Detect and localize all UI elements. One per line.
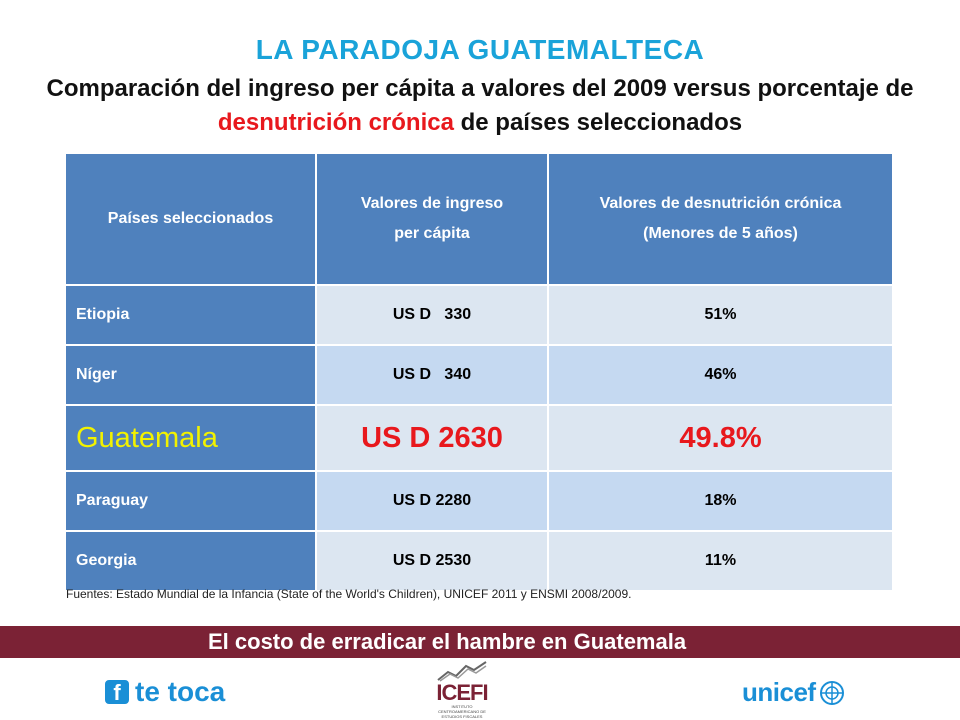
country-cell: Guatemala xyxy=(66,404,317,471)
banner-text: El costo de erradicar el hambre en Guate… xyxy=(208,629,687,654)
income-cell: US D 2630 xyxy=(316,404,549,471)
header-countries: Países seleccionados xyxy=(66,154,317,285)
header-income-line1: Valores de ingreso xyxy=(360,195,504,212)
unicef-globe-icon xyxy=(819,680,844,705)
malnutrition-cell: 49.8% xyxy=(548,404,892,471)
facebook-icon: f xyxy=(105,680,129,705)
table-row-guatemala: Guatemala US D 2630 49.8% xyxy=(66,404,892,471)
slide-title: LA PARADOJA GUATEMALTECA xyxy=(255,34,705,65)
income-cell: US D 340 xyxy=(316,344,549,405)
tetoca-logo: f te toca xyxy=(105,676,226,707)
country-cell: Níger xyxy=(66,344,317,405)
country-cell: Georgia xyxy=(66,530,317,590)
income-cell: US D 2280 xyxy=(316,470,549,531)
header-income-line2: per cápita xyxy=(394,225,470,242)
tetoca-logo-text: te toca xyxy=(135,676,226,707)
malnutrition-cell: 18% xyxy=(548,470,892,531)
footer-banner: El costo de erradicar el hambre en Guate… xyxy=(0,626,960,658)
table-row: Níger US D 340 46% xyxy=(66,344,892,405)
income-cell: US D 330 xyxy=(316,284,549,345)
malnutrition-cell: 46% xyxy=(548,344,892,405)
header-malnutrition: Valores de desnutrición crónica (Menores… xyxy=(548,154,892,285)
unicef-logo: unicef xyxy=(742,677,845,708)
subtitle-part2: de países seleccionados xyxy=(453,109,743,136)
icefi-logo: ICEFI INSTITUTO CENTROAMERICANO DE ESTUD… xyxy=(432,660,492,720)
subtitle-highlight: desnutrición crónica xyxy=(217,109,454,136)
income-cell: US D 2530 xyxy=(316,530,549,590)
malnutrition-cell: 11% xyxy=(548,530,892,590)
header-malnutrition-line1: Valores de desnutrición crónica xyxy=(599,195,842,212)
country-cell: Paraguay xyxy=(66,470,317,531)
unicef-logo-text: unicef xyxy=(742,677,816,707)
table-row: Etiopia US D 330 51% xyxy=(66,284,892,345)
table-row: Georgia US D 2530 11% xyxy=(66,530,892,590)
source-note: Fuentes: Estado Mundial de la Infancia (… xyxy=(66,587,632,601)
icefi-logo-subtext: INSTITUTO CENTROAMERICANO DE ESTUDIOS FI… xyxy=(438,704,486,719)
comparison-table: Países seleccionados Valores de ingreso … xyxy=(66,154,892,590)
icefi-chart-icon xyxy=(437,661,487,682)
header-income: Valores de ingreso per cápita xyxy=(316,154,549,285)
malnutrition-cell: 51% xyxy=(548,284,892,345)
table-header-row: Países seleccionados Valores de ingreso … xyxy=(66,154,892,285)
country-cell: Etiopia xyxy=(66,284,317,345)
slide-subtitle: Comparación del ingreso per cápita a val… xyxy=(20,72,940,140)
header-malnutrition-line2: (Menores de 5 años) xyxy=(643,225,798,242)
table-row: Paraguay US D 2280 18% xyxy=(66,470,892,531)
subtitle-part1: Comparación del ingreso per cápita a val… xyxy=(46,75,914,102)
icefi-logo-text: ICEFI xyxy=(436,680,488,705)
